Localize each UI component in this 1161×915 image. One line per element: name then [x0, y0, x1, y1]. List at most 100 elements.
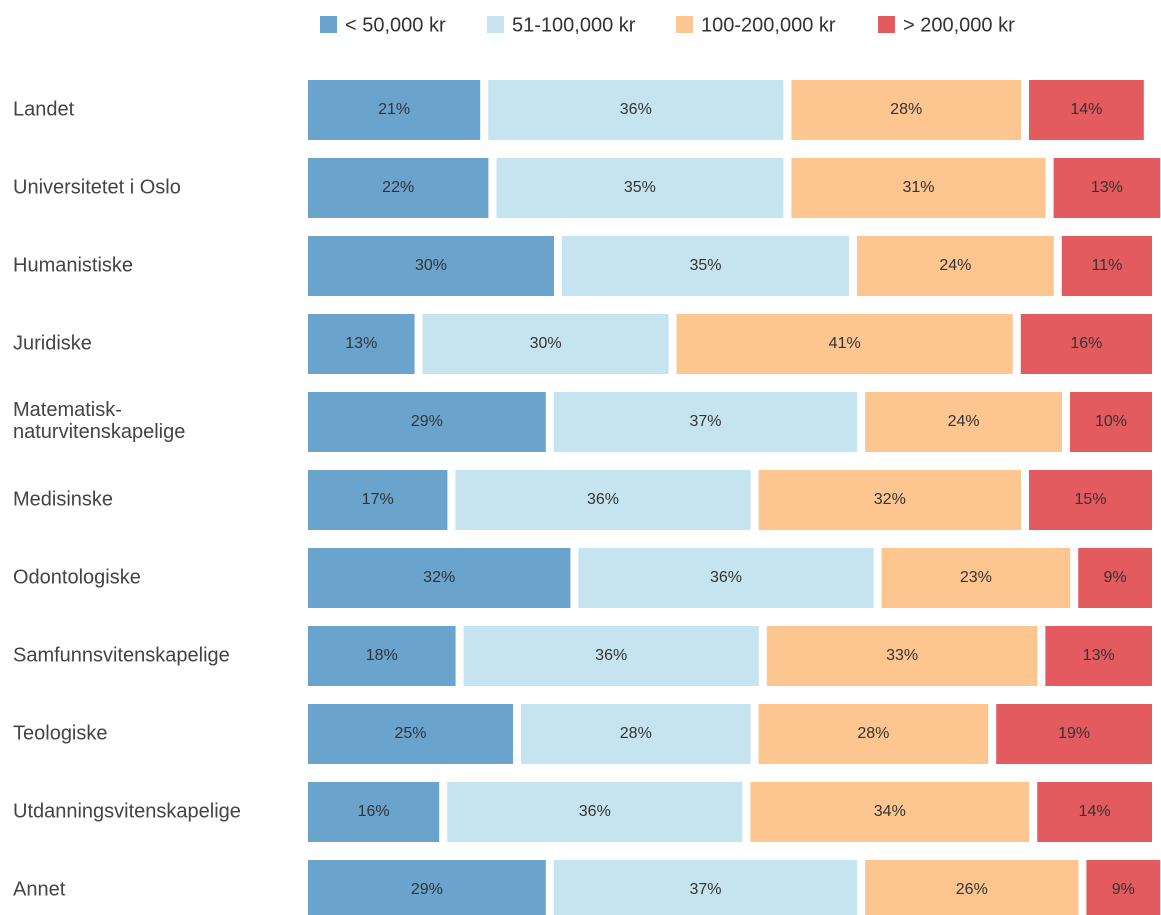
bar-segment	[865, 860, 1079, 915]
bar-segment	[791, 158, 1046, 218]
data-label: 13%	[1091, 179, 1123, 196]
y-tick-label: Medisinske	[13, 488, 113, 510]
legend-label: 51-100,000 kr	[512, 14, 636, 36]
data-label: 41%	[829, 335, 861, 352]
data-label: 30%	[530, 335, 562, 352]
data-label: 11%	[1091, 257, 1122, 274]
data-label: 37%	[689, 413, 721, 430]
y-tick-label: Matematisk-naturvitenskapelige	[13, 399, 185, 443]
data-label: 13%	[1083, 647, 1115, 664]
y-tick-label: Annet	[13, 878, 66, 900]
legend-label: > 200,000 kr	[903, 14, 1015, 36]
bar-segment	[455, 470, 751, 530]
data-label: 35%	[624, 179, 656, 196]
legend-label: < 50,000 kr	[345, 14, 446, 36]
bar-segment	[1029, 80, 1144, 140]
data-label: 15%	[1074, 491, 1106, 508]
data-label: 21%	[378, 101, 410, 118]
data-label: 34%	[874, 803, 906, 820]
bar-segment	[1086, 860, 1161, 915]
bar-segment	[308, 782, 440, 842]
bar-segment	[463, 626, 759, 686]
data-label: 17%	[362, 491, 394, 508]
bar-segment	[422, 314, 669, 374]
data-label: 29%	[411, 413, 443, 430]
data-label: 36%	[579, 803, 611, 820]
bar-segment	[308, 314, 415, 374]
data-label: 28%	[620, 725, 652, 742]
bar-segment	[857, 236, 1054, 296]
bar-segment	[1053, 158, 1161, 218]
data-label: 29%	[411, 881, 443, 898]
data-label: 28%	[890, 101, 922, 118]
data-label: 16%	[1070, 335, 1102, 352]
data-label: 36%	[710, 569, 742, 586]
bar-segment	[308, 236, 554, 296]
bar-segment	[758, 470, 1021, 530]
bar-segment	[865, 392, 1062, 452]
bar-segment	[496, 158, 784, 218]
data-label: 28%	[857, 725, 889, 742]
data-label: 36%	[595, 647, 627, 664]
data-label: 24%	[948, 413, 980, 430]
data-label: 14%	[1070, 101, 1102, 118]
data-label: 31%	[902, 179, 934, 196]
bar-segment	[562, 236, 849, 296]
y-tick-label: Utdanningsvitenskapelige	[13, 800, 241, 822]
data-label: 37%	[689, 881, 721, 898]
bar-segment	[553, 392, 858, 452]
bar-segment	[308, 704, 513, 764]
legend-swatch	[320, 16, 337, 33]
y-tick-label: Juridiske	[13, 332, 92, 354]
data-label: 19%	[1058, 725, 1090, 742]
bar-segment	[791, 80, 1021, 140]
bar-segment	[308, 548, 571, 608]
data-label: 33%	[886, 647, 918, 664]
data-label: 14%	[1079, 803, 1111, 820]
data-label: 18%	[366, 647, 398, 664]
data-label: 10%	[1095, 413, 1127, 430]
legend-label: 100-200,000 kr	[701, 14, 836, 36]
data-label: 9%	[1104, 569, 1127, 586]
bar-segment	[1061, 236, 1152, 296]
bar-segment	[996, 704, 1152, 764]
bar-segment	[578, 548, 874, 608]
data-label: 26%	[956, 881, 988, 898]
data-label: 32%	[874, 491, 906, 508]
bar-segment	[488, 80, 784, 140]
bar-segment	[1045, 626, 1152, 686]
data-label: 35%	[689, 257, 721, 274]
data-label: 32%	[423, 569, 455, 586]
bar-segment	[758, 704, 989, 764]
y-tick-label: Landet	[13, 98, 75, 120]
bar-segment	[308, 470, 448, 530]
bar-segment	[1037, 782, 1152, 842]
bar-segment	[447, 782, 743, 842]
legend-swatch	[676, 16, 693, 33]
bar-segment	[521, 704, 751, 764]
bar-segment	[1070, 392, 1152, 452]
data-label: 36%	[587, 491, 619, 508]
data-label: 16%	[358, 803, 390, 820]
data-label: 30%	[415, 257, 447, 274]
bar-segment	[750, 782, 1030, 842]
y-tick-label: Odontologiske	[13, 566, 141, 588]
bar-segment	[1029, 470, 1152, 530]
y-tick-label: Humanistiske	[13, 254, 133, 276]
data-label: 9%	[1112, 881, 1135, 898]
y-tick-label: Samfunnsvitenskapelige	[13, 644, 230, 666]
bar-segment	[881, 548, 1071, 608]
data-label: 24%	[939, 257, 971, 274]
bar-segment	[553, 860, 858, 915]
bar-segment	[308, 158, 489, 218]
bar-segment	[308, 860, 546, 915]
legend-swatch	[487, 16, 504, 33]
bar-segment	[1078, 548, 1152, 608]
y-tick-label: Universitetet i Oslo	[13, 176, 181, 198]
bar-segment	[676, 314, 1013, 374]
data-label: 22%	[382, 179, 414, 196]
bar-segment	[308, 392, 546, 452]
data-label: 36%	[620, 101, 652, 118]
bar-segment	[766, 626, 1038, 686]
